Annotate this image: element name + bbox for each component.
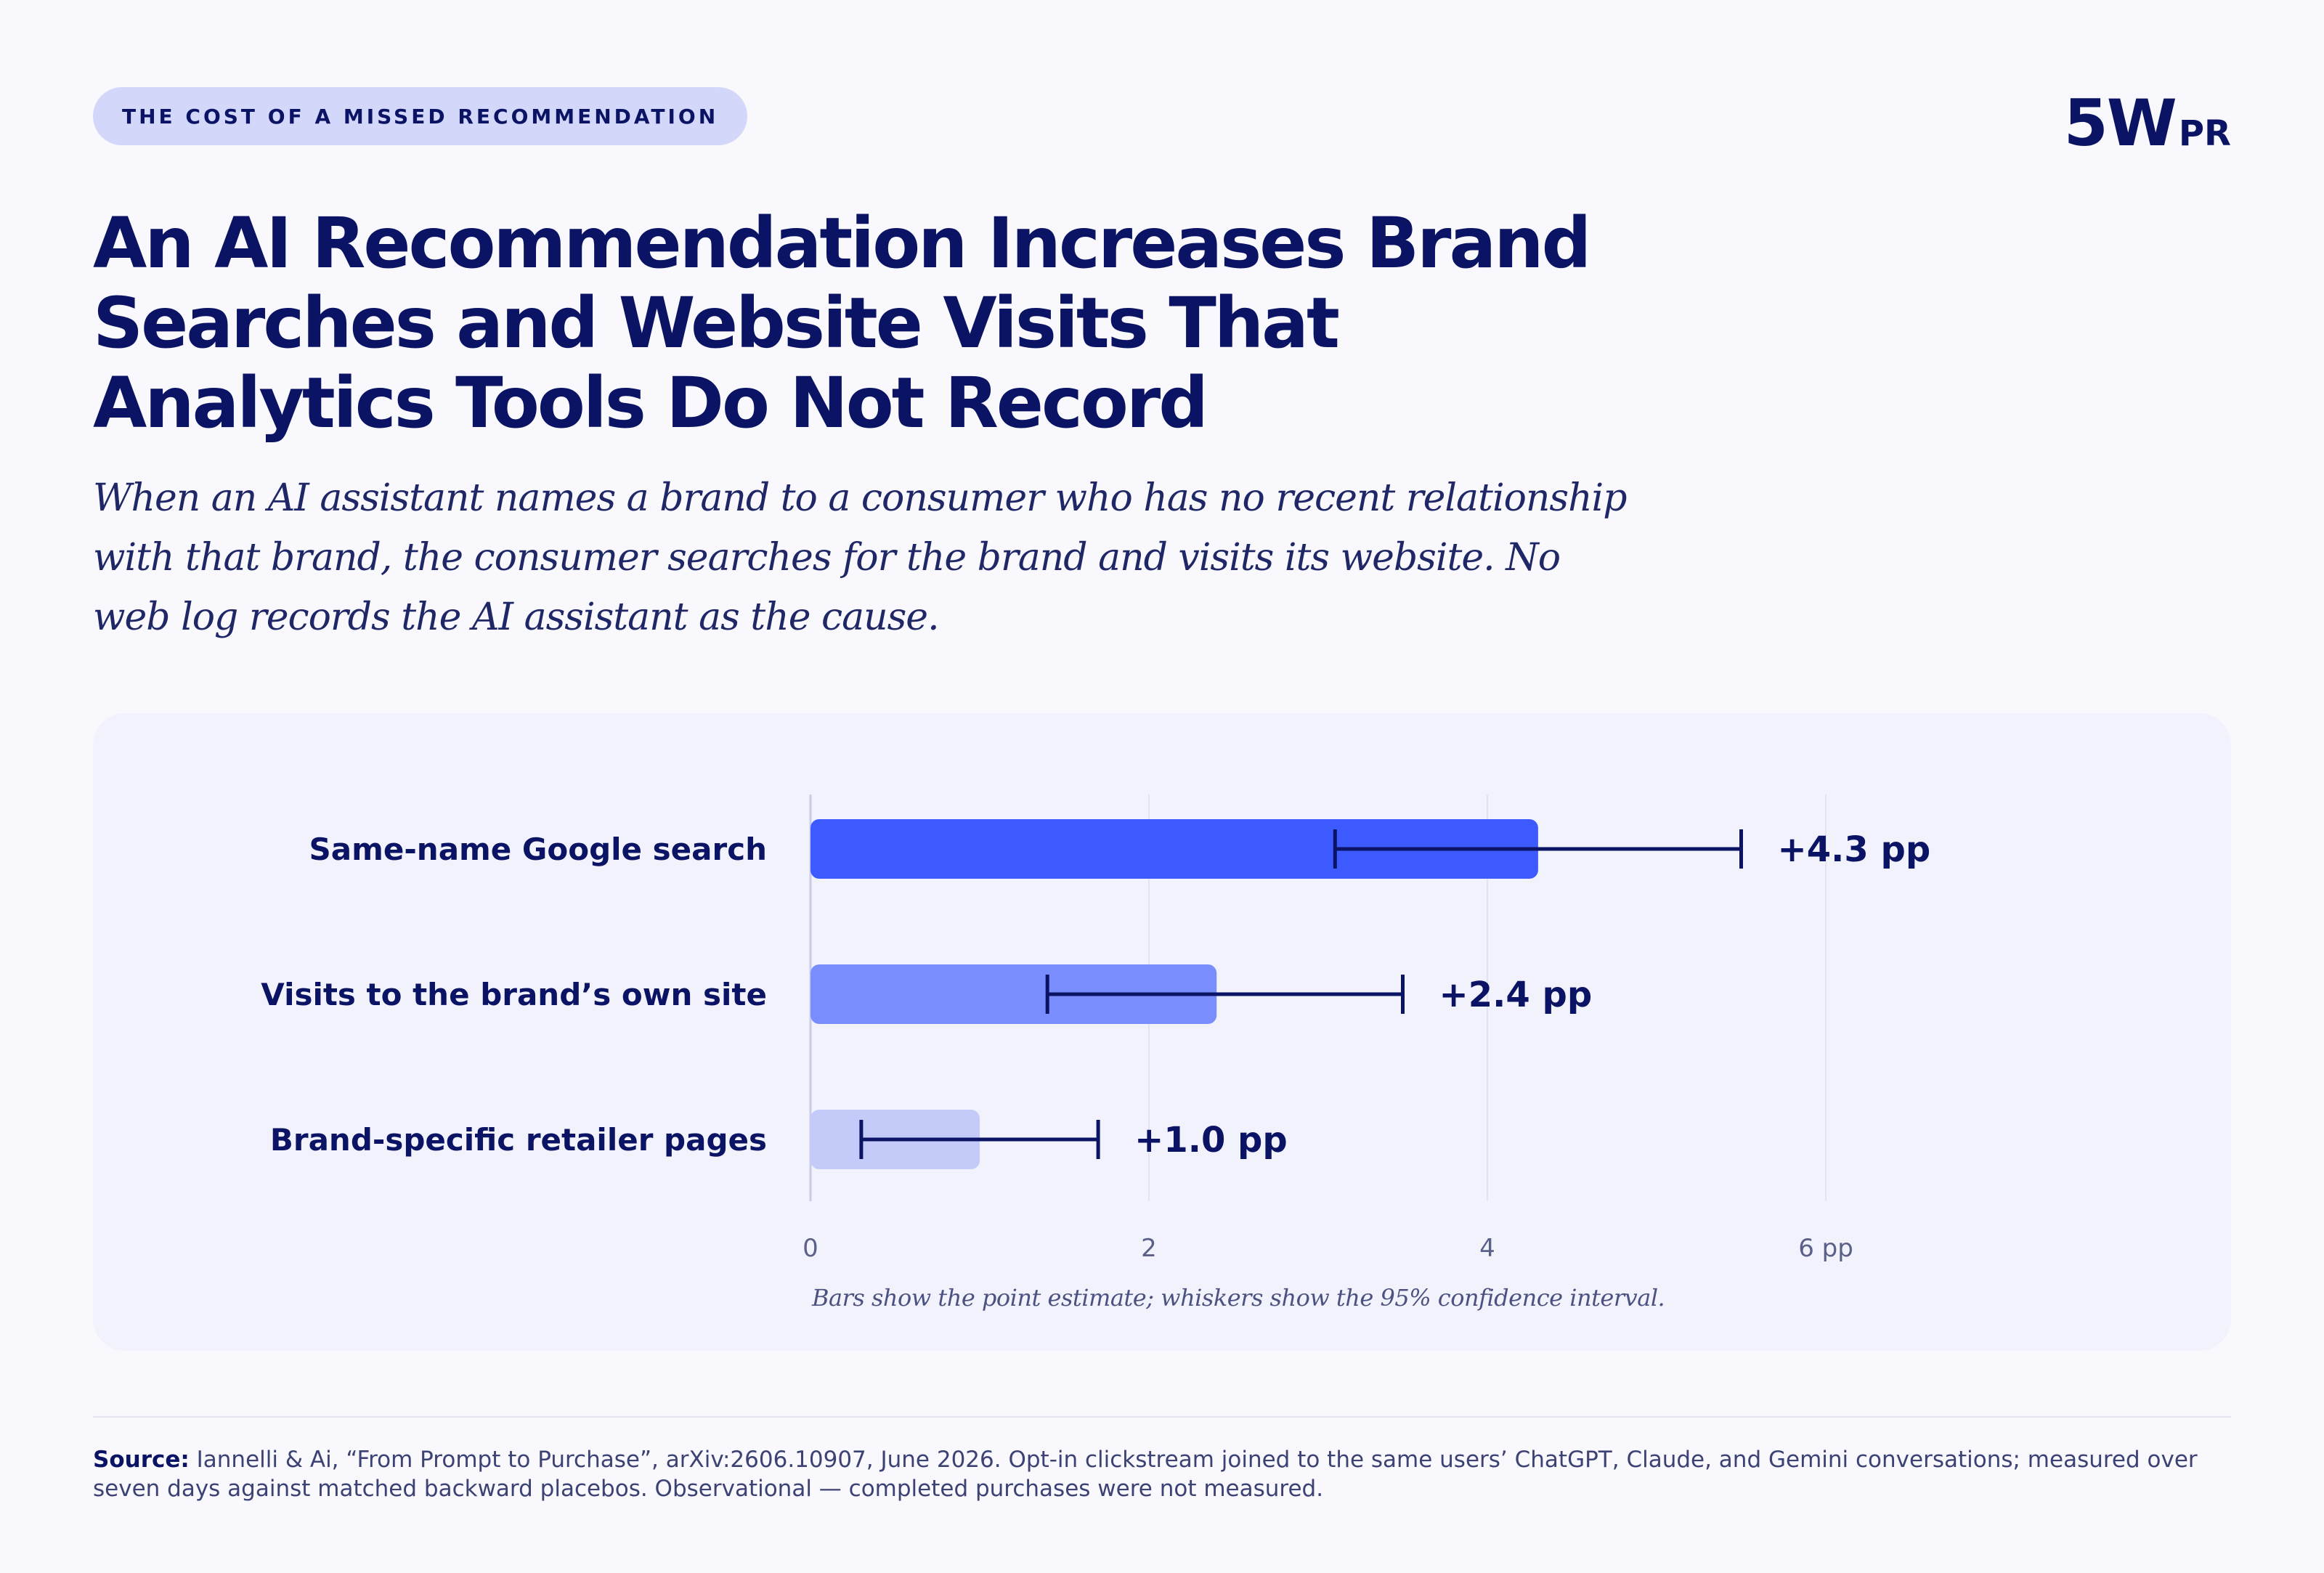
- x-tick-label: 4: [1479, 1234, 1495, 1263]
- x-tick-label: 0: [803, 1234, 818, 1263]
- bar-chart: 0 2 4 6 pp Same-name Google search +4.3 pp Vis…: [261, 794, 1931, 1263]
- bar: [810, 819, 1538, 879]
- chart-footnote: Bars show the point estimate; whiskers s…: [812, 1284, 1665, 1312]
- logo-suffix: PR: [2178, 113, 2231, 154]
- category-label: Visits to the brand’s own site: [261, 977, 767, 1012]
- value-label: +2.4 pp: [1439, 975, 1593, 1015]
- page-title: An AI Recommendation Increases Brand Sea…: [93, 203, 1591, 444]
- bar: [810, 964, 1217, 1024]
- source-note: Source: Iannelli & Ai, “From Prompt to P…: [93, 1445, 2243, 1503]
- brand-logo: 5W PR: [2064, 86, 2231, 160]
- source-text: Iannelli & Ai, “From Prompt to Purchase”…: [93, 1447, 2198, 1502]
- x-tick-label: 6 pp: [1798, 1234, 1853, 1263]
- x-tick-label: 2: [1141, 1234, 1157, 1263]
- value-label: +4.3 pp: [1778, 829, 1931, 870]
- logo-main: 5W: [2063, 86, 2177, 160]
- chart-panel: 0 2 4 6 pp Same-name Google search +4.3 pp Vis…: [93, 713, 2231, 1351]
- category-label: Brand-specific retailer pages: [270, 1122, 767, 1158]
- category-label: Same-name Google search: [309, 832, 767, 867]
- divider: [93, 1416, 2231, 1418]
- source-label: Source:: [93, 1447, 190, 1473]
- page-subtitle: When an AI assistant names a brand to a …: [93, 476, 1627, 639]
- eyebrow-badge: THE COST OF A MISSED RECOMMENDATION: [93, 87, 748, 145]
- value-label: +1.0 pp: [1134, 1120, 1288, 1161]
